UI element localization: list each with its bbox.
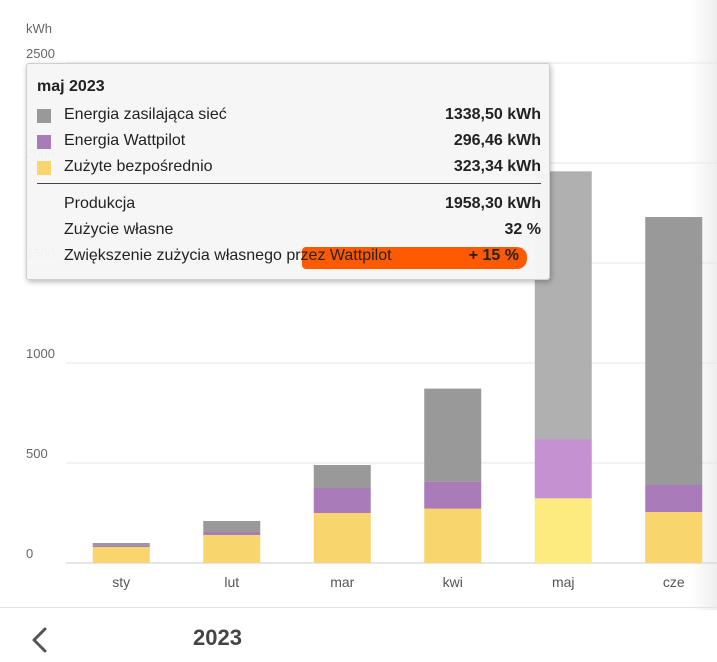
year-label: 2023 — [193, 625, 242, 650]
bar-segment — [534, 498, 592, 563]
legend-swatch-wattpilot — [37, 135, 51, 149]
tooltip-row-self-consumption: Zużycie własne 32 % — [37, 221, 541, 243]
bar-segment — [424, 481, 482, 509]
y-tick-label: 500 — [26, 446, 48, 461]
tooltip-value: + 15 % — [468, 247, 519, 264]
tooltip-row-grid-energy: Energia zasilająca sieć 1338,50 kWh — [37, 106, 541, 128]
chevron-left-icon — [32, 627, 47, 653]
tooltip-value: 32 % — [504, 221, 541, 238]
tooltip-value: 296,46 kWh — [453, 132, 541, 149]
y-tick-label: 2500 — [26, 46, 55, 61]
tooltip-row-self-consumption-increase: Zwiększenie zużycia własnego przez Wattp… — [37, 247, 541, 269]
tooltip-value: 1958,30 kWh — [444, 195, 541, 212]
previous-year-button[interactable] — [24, 622, 56, 658]
x-tick-label: maj — [552, 574, 575, 590]
tooltip-label: Zwiększenie zużycia własnego przez Wattp… — [64, 247, 392, 264]
legend-swatch-direct-consumption — [37, 161, 51, 175]
bar-segment — [92, 543, 150, 546]
bar-segment — [645, 485, 703, 512]
bar-segment — [203, 521, 261, 532]
tooltip-label: Energia Wattpilot — [64, 132, 186, 149]
bar-segment — [313, 488, 371, 513]
bar-segment — [92, 547, 150, 563]
highlight-marker — [302, 247, 527, 269]
y-tick-label: 0 — [26, 546, 33, 561]
x-tick-label: cze — [663, 574, 685, 590]
tooltip-value: 323,34 kWh — [453, 158, 541, 175]
bar-segment — [92, 545, 150, 547]
footer-divider — [0, 607, 717, 608]
tooltip-label: Zużyte bezpośrednio — [64, 158, 213, 175]
bar-segment — [203, 532, 261, 535]
legend-swatch-grid-energy — [37, 109, 51, 123]
tooltip-label: Produkcja — [64, 195, 136, 212]
x-tick-label: lut — [224, 574, 239, 590]
bar-segment — [645, 217, 703, 485]
bar-segment — [313, 465, 371, 488]
bar-segment — [424, 388, 482, 482]
x-tick-label: sty — [112, 574, 130, 590]
tooltip-label: Energia zasilająca sieć — [64, 106, 227, 123]
tooltip-title: maj 2023 — [37, 78, 105, 95]
bar-segment — [534, 439, 592, 499]
tooltip-row-wattpilot-energy: Energia Wattpilot 296,46 kWh — [37, 132, 541, 154]
x-tick-label: mar — [330, 574, 354, 590]
bar-segment — [424, 508, 482, 563]
tooltip-divider — [37, 183, 541, 184]
tooltip: maj 2023 Energia zasilająca sieć 1338,50… — [26, 63, 550, 280]
tooltip-row-direct-consumption: Zużyte bezpośrednio 323,34 kWh — [37, 158, 541, 180]
tooltip-row-production: Produkcja 1958,30 kWh — [37, 195, 541, 217]
bar-segment — [645, 512, 703, 563]
bar-segment — [203, 535, 261, 563]
x-tick-label: kwi — [443, 574, 463, 590]
y-tick-label: 1000 — [26, 346, 55, 361]
tooltip-label: Zużycie własne — [64, 221, 174, 238]
y-axis-label: kWh — [26, 21, 52, 36]
bar-segment — [313, 513, 371, 563]
tooltip-value: 1338,50 kWh — [444, 106, 541, 123]
